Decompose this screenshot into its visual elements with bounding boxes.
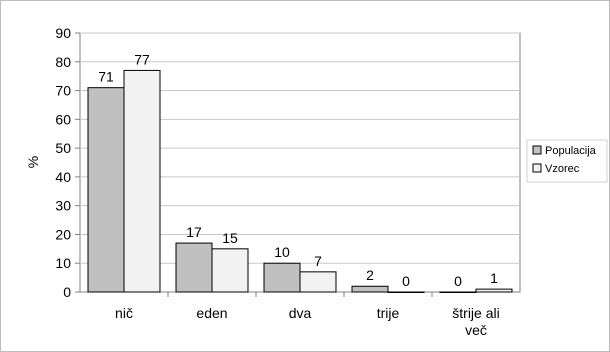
legend: Populacija Vzorec <box>526 139 608 183</box>
y-tick-label: 60 <box>55 111 71 127</box>
bar-populacija <box>263 262 301 293</box>
y-tick-label: 0 <box>63 284 71 300</box>
bar-vzorec <box>475 288 513 293</box>
y-axis-title: % <box>25 156 41 168</box>
data-label: 10 <box>274 244 290 260</box>
legend-label-vzorec: Vzorec <box>545 163 580 175</box>
y-tick-label: 80 <box>55 54 71 70</box>
legend-box <box>526 139 608 183</box>
data-labels: 71 77 17 15 10 7 2 0 0 1 <box>98 51 498 289</box>
data-label: 7 <box>314 253 322 269</box>
category-label: trije <box>377 305 400 321</box>
y-tick-label: 50 <box>55 140 71 156</box>
data-label: 15 <box>222 230 238 246</box>
bar-vzorec <box>211 248 249 293</box>
data-label: 77 <box>134 51 150 67</box>
bar-populacija <box>87 87 125 293</box>
legend-swatch-vzorec <box>532 163 542 173</box>
data-label: 2 <box>366 267 374 283</box>
legend-label-populacija: Populacija <box>545 145 597 157</box>
y-tick-label: 40 <box>55 169 71 185</box>
bar-populacija <box>351 285 389 293</box>
bar-vzorec <box>299 271 337 293</box>
bar-vzorec <box>387 291 425 293</box>
bar-populacija <box>175 242 213 293</box>
category-label: dva <box>289 305 312 321</box>
y-tick-label: 20 <box>55 226 71 242</box>
data-label: 1 <box>490 270 498 286</box>
data-label: 71 <box>98 69 114 85</box>
bars <box>87 69 513 293</box>
y-tick-label: 70 <box>55 83 71 99</box>
legend-swatch-populacija <box>532 145 542 155</box>
y-tick-label: 30 <box>55 198 71 214</box>
category-label: eden <box>196 305 227 321</box>
category-label: nič <box>115 305 133 321</box>
y-tick-label: 10 <box>55 255 71 271</box>
bar-vzorec <box>123 69 161 293</box>
data-label: 0 <box>454 273 462 289</box>
data-label: 0 <box>402 273 410 289</box>
category-label: štrije ali <box>452 305 499 321</box>
category-label: več <box>465 322 487 338</box>
y-tick-label: 90 <box>55 25 71 41</box>
bar-populacija <box>439 291 477 293</box>
data-label: 17 <box>186 224 202 240</box>
